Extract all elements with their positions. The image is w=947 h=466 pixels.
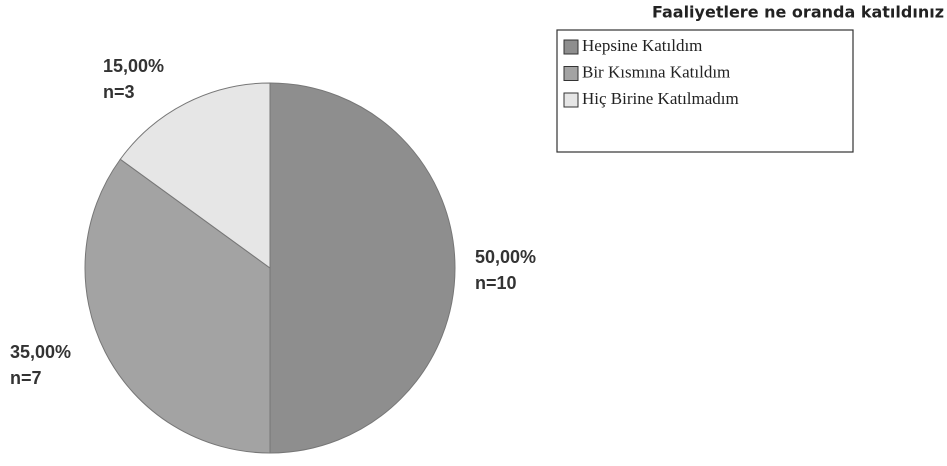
data-label: 50,00% (475, 247, 536, 267)
pie-slice (269, 82, 456, 454)
legend-label: Hepsine Katıldım (582, 36, 702, 55)
legend-swatch (563, 66, 579, 81)
chart-title: Faaliyetlere ne oranda katıldınız (652, 3, 944, 22)
data-label: 35,00% (10, 342, 71, 362)
legend-label: Bir Kısmına Katıldım (582, 62, 730, 81)
data-label-n: n=7 (10, 368, 42, 388)
legend-swatch (563, 39, 579, 55)
legend-box (556, 29, 854, 153)
data-label-n: n=10 (475, 273, 517, 293)
data-label: 15,00% (103, 56, 164, 76)
data-label-n: n=3 (103, 82, 135, 102)
pie-slice (84, 158, 271, 454)
pie-slice (119, 82, 271, 269)
legend-swatch (563, 92, 579, 108)
legend-label: Hiç Birine Katılmadım (582, 89, 739, 108)
